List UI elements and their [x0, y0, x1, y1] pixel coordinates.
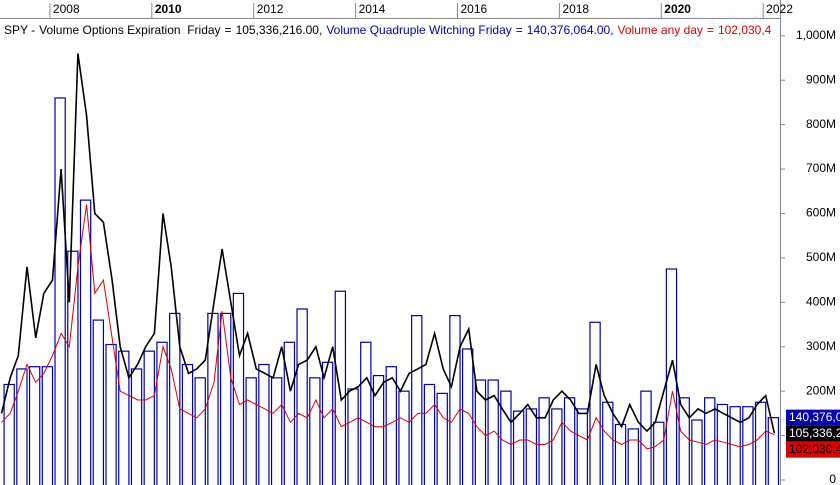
last-value-label: 105,336,216.00 [789, 426, 840, 440]
quad-witching-box [398, 390, 410, 485]
y-tick-label: 300M [806, 339, 836, 353]
quad-witching-box [296, 308, 308, 485]
quad-witching-box [754, 401, 767, 485]
legend-value: 105,336,216.00 [236, 23, 320, 37]
y-tick-label: 1,000M [796, 28, 836, 42]
y-tick-label: 500M [806, 250, 836, 264]
last-value-tag [786, 409, 840, 426]
quad-witching-box [67, 250, 79, 485]
x-tick-label: 2014 [359, 2, 386, 16]
plot-area [0, 53, 780, 485]
quad-witching-box [130, 368, 143, 485]
quad-witching-box [423, 383, 436, 485]
last-value-label: 102,030,4 [789, 442, 840, 456]
x-tick-label: 2020 [664, 2, 691, 16]
legend-delim: , [319, 23, 322, 37]
quad-witching-box [703, 397, 716, 485]
quad-witching-box [360, 341, 372, 485]
legend-name: Volume Quadruple Witching Friday [326, 23, 511, 37]
quad-witching-box [487, 379, 499, 485]
quad-witching-box [118, 350, 130, 485]
legend-sep: = [516, 23, 523, 37]
quad-witching-box [589, 321, 601, 485]
quad-witching-box [691, 419, 703, 485]
volume-line [1, 204, 775, 450]
last-value-tags: 140,376,064.00 105,336,216.00 102,030,4 [786, 409, 840, 458]
quad-witching-box [169, 312, 181, 485]
quad-witching-box [194, 377, 206, 485]
y-tick-label: 700M [806, 161, 836, 175]
quad-witching-box [372, 375, 385, 485]
y-tick-label: 800M [806, 117, 836, 131]
quad-witching-box [156, 341, 168, 485]
quad-witching-box [79, 199, 92, 485]
x-tick-label: 2012 [257, 2, 284, 16]
y-tick-label: 400M [806, 294, 836, 308]
quad-witching-box [385, 366, 397, 485]
y-tick-label: 600M [806, 206, 836, 220]
quad-witching-box [245, 377, 257, 485]
x-tick-label: 2016 [461, 2, 488, 16]
x-tick-label: 2022 [766, 2, 793, 16]
quad-witching-box [640, 390, 652, 485]
last-value-tag [786, 425, 840, 442]
quad-witching-box [28, 366, 41, 485]
axes: 200820102012201420162018202020220100M200… [49, 2, 836, 485]
quad-witching-box [767, 417, 780, 485]
quad-witching-box [232, 292, 245, 485]
quad-witching-box [449, 315, 461, 485]
legend-sep: = [707, 23, 714, 37]
quad-witching-box [143, 350, 155, 485]
y-tick-label: 900M [806, 72, 836, 86]
x-tick-label: 2018 [562, 2, 589, 16]
quad-witching-box [678, 397, 690, 485]
quad-witching-box [309, 377, 321, 485]
quad-witching-box [283, 341, 296, 485]
quad-witching-box [92, 319, 105, 485]
quad-witching-box [576, 408, 589, 485]
last-value-tag [786, 441, 840, 458]
legend: SPY - Volume Options Expiration Friday = 10… [4, 23, 772, 37]
legend-title: SPY - [4, 23, 35, 37]
quad-witching-box [54, 97, 66, 485]
legend-value: 140,376,064.00 [527, 23, 611, 37]
legend-sep: = [225, 23, 232, 37]
quad-witching-box [461, 348, 474, 485]
quad-witching-box [665, 268, 678, 485]
quad-witching-box [411, 315, 423, 485]
quad-witching-box [563, 397, 576, 485]
quad-witching-box [220, 312, 232, 485]
quad-witching-box [334, 290, 347, 485]
quad-witching-box [474, 379, 487, 485]
quad-witching-box [551, 408, 563, 485]
quad-witching-box [653, 421, 665, 485]
quad-witching-box [716, 403, 729, 485]
quad-witching-box [105, 343, 117, 485]
y-tick-label: 0 [829, 472, 836, 485]
quad-witching-box [627, 428, 639, 485]
legend-delim: , [610, 23, 613, 37]
last-value-label: 140,376,064.00 [789, 410, 840, 424]
quad-witching-box [436, 392, 448, 485]
x-tick-label: 2008 [53, 2, 80, 16]
legend-name: Volume any day [618, 23, 703, 37]
quad-witching-box [181, 363, 194, 485]
quad-witching-box [270, 377, 283, 485]
legend-value: 102,030,4 [718, 23, 772, 37]
quad-witching-box [16, 368, 28, 485]
y-tick-label: 200M [806, 383, 836, 397]
volume-line [0, 53, 776, 434]
legend-name: Volume Options Expiration Friday [39, 23, 220, 37]
quad-witching-box [258, 363, 270, 485]
x-tick-label: 2010 [155, 2, 182, 16]
quad-witching-box [512, 410, 525, 485]
